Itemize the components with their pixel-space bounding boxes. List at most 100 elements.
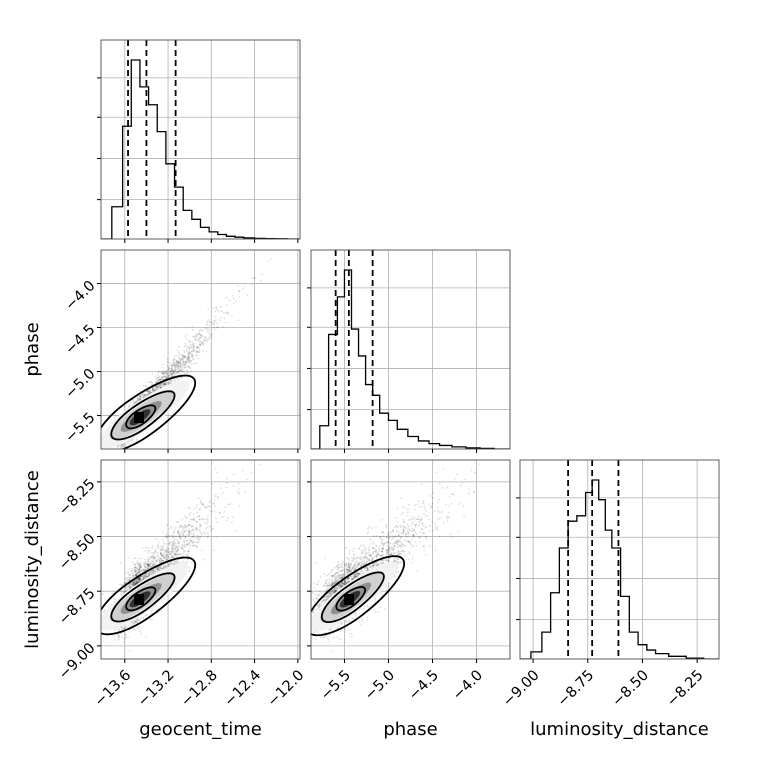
- sample-point: [232, 298, 235, 301]
- sample-point: [149, 563, 152, 565]
- sample-point: [202, 349, 205, 352]
- sample-point: [191, 350, 193, 353]
- sample-point: [201, 518, 203, 521]
- sample-point: [150, 610, 153, 612]
- sample-point: [132, 628, 135, 630]
- sample-point: [118, 628, 121, 631]
- sample-point: [158, 384, 161, 387]
- sample-point: [195, 544, 197, 547]
- sample-point: [151, 555, 154, 557]
- sample-point: [123, 405, 126, 408]
- sample-point: [171, 542, 174, 545]
- sample-point: [147, 560, 149, 563]
- sample-point: [192, 535, 195, 538]
- sample-point: [164, 372, 167, 374]
- sample-point: [148, 392, 151, 394]
- sample-point: [163, 383, 166, 386]
- sample-point: [165, 370, 168, 373]
- sample-point: [134, 579, 137, 582]
- sample-point: [135, 574, 138, 577]
- sample-point: [187, 544, 189, 546]
- sample-point: [157, 384, 159, 387]
- sample-point: [173, 552, 176, 555]
- sample-point: [176, 539, 178, 542]
- panel-frame: [100, 39, 301, 240]
- sample-point: [133, 568, 136, 571]
- sample-point: [216, 496, 219, 499]
- sample-point: [177, 530, 179, 533]
- sample-point: [177, 370, 180, 373]
- sample-point: [154, 563, 157, 566]
- sample-point: [137, 580, 140, 583]
- sample-point: [154, 375, 157, 378]
- sample-point: [166, 562, 169, 565]
- sample-point: [130, 621, 133, 624]
- sample-point: [149, 612, 152, 615]
- sample-point: [176, 359, 178, 362]
- sample-point: [123, 627, 126, 629]
- sample-point: [124, 445, 127, 447]
- sample-point: [154, 568, 157, 571]
- sample-point: [151, 372, 154, 375]
- sample-point: [188, 359, 191, 362]
- sample-point: [137, 580, 139, 583]
- sample-point: [211, 332, 214, 335]
- sample-point: [125, 443, 128, 446]
- sample-point: [184, 545, 187, 548]
- sample-point: [177, 367, 180, 370]
- sample-point: [171, 361, 174, 364]
- sample-point: [122, 443, 124, 446]
- sample-point: [145, 575, 148, 577]
- sample-point: [162, 363, 165, 366]
- sample-point: [170, 366, 173, 369]
- sample-point: [139, 396, 142, 399]
- sample-point: [155, 386, 158, 389]
- sample-point: [185, 350, 188, 353]
- sample-point: [168, 534, 170, 537]
- sample-point: [150, 560, 153, 563]
- sample-point: [223, 317, 226, 320]
- sample-point: [162, 560, 165, 563]
- sample-point: [138, 578, 141, 581]
- sample-point: [139, 397, 142, 400]
- sample-point: [238, 488, 241, 491]
- sample-point: [137, 568, 140, 571]
- sample-point: [182, 360, 185, 363]
- sample-point: [203, 522, 206, 525]
- sample-point: [152, 387, 155, 389]
- sample-point: [160, 552, 163, 554]
- sample-point: [186, 358, 189, 361]
- sample-point: [188, 530, 191, 532]
- sample-point: [144, 563, 146, 565]
- sample-point: [134, 582, 137, 585]
- sample-point: [163, 383, 166, 386]
- sample-point: [209, 525, 212, 528]
- sample-point: [238, 504, 241, 507]
- sample-point: [195, 527, 198, 530]
- sample-point: [175, 377, 178, 380]
- sample-point: [250, 284, 253, 286]
- sample-point: [122, 445, 125, 447]
- sample-point: [162, 381, 165, 384]
- sample-point: [196, 546, 199, 548]
- sample-point: [152, 561, 155, 563]
- sample-point: [135, 571, 138, 574]
- sample-point: [168, 563, 170, 566]
- sample-point: [192, 346, 195, 349]
- sample-point: [132, 574, 135, 577]
- sample-point: [185, 369, 188, 372]
- sample-point: [225, 312, 228, 314]
- sample-point: [160, 382, 163, 385]
- sample-point: [135, 579, 138, 581]
- sample-point: [148, 574, 151, 577]
- sample-point: [151, 547, 154, 550]
- sample-point: [198, 538, 201, 541]
- sample-point: [134, 569, 137, 572]
- sample-point: [144, 394, 146, 396]
- sample-point: [181, 377, 183, 380]
- sample-point: [140, 570, 143, 573]
- sample-point: [188, 350, 191, 353]
- sample-point: [156, 560, 159, 563]
- sample-point: [124, 582, 127, 585]
- sample-point: [165, 550, 168, 553]
